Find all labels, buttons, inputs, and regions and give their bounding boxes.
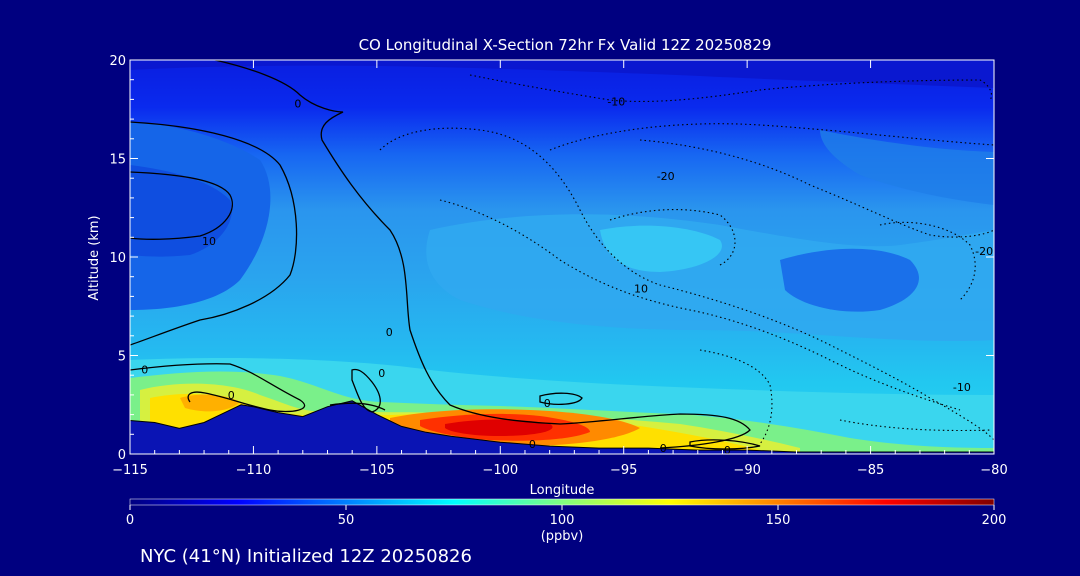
contour-label: 10 [634,283,648,296]
y-tick-label: 5 [118,350,126,365]
contour-labels: 0 10 -10 -20 10 -20 -10 0 0 0 0 0 0 0 0 [141,95,993,457]
y-tick-label: 20 [109,54,126,69]
y-tick-label: 0 [118,448,126,463]
y-axis-label: Altitude (km) [87,215,102,300]
x-tick-label: −90 [733,463,760,478]
contour-label: 0 [378,367,385,380]
contour-lines-solid [130,60,761,450]
y-tick-label: 10 [109,251,126,266]
contour-lines-dotted [379,74,994,445]
footer-init-text: NYC (41°N) Initialized 12Z 20250826 [140,546,472,567]
x-tick-label: −115 [112,463,148,478]
x-tick-label: −80 [980,463,1007,478]
colorbar-tick-label: 150 [766,513,791,528]
surface-terrain [130,400,994,454]
x-tick-label: −85 [857,463,884,478]
contour-label: 0 [660,442,667,455]
contour-label: -20 [975,245,993,258]
y-axis-ticks: 0 5 10 15 20 [109,54,994,463]
colorbar-ticks: 0 50 100 150 200 [126,505,1007,528]
colorbar-tick-label: 0 [126,513,134,528]
colorbar-tick-label: 200 [982,513,1007,528]
colorbar-tick-label: 50 [338,513,355,528]
x-tick-label: −110 [236,463,272,478]
contour-label: 0 [386,326,393,339]
y-tick-label: 15 [109,153,126,168]
contour-label: 0 [294,97,301,110]
contour-label: 10 [202,235,216,248]
contour-label: -20 [657,170,675,183]
x-axis-ticks: −115 −110 −105 −100 −95 −90 −85 −80 [112,60,1008,478]
x-axis-label: Longitude [530,483,595,498]
chart-title: CO Longitudinal X-Section 72hr Fx Valid … [359,36,772,54]
x-tick-label: −95 [610,463,637,478]
contour-label: 0 [228,389,235,402]
contour-label: 0 [529,438,536,451]
contour-label: 0 [544,397,551,410]
contour-label: -10 [607,95,625,108]
co-concentration-field: 0 10 -10 -20 10 -20 -10 0 0 0 0 0 0 0 0 [130,60,994,457]
contour-label: 0 [141,363,148,376]
colorbar [129,498,995,506]
x-tick-label: −100 [482,463,518,478]
x-tick-label: −105 [359,463,395,478]
colorbar-unit-label: (ppbv) [541,529,584,544]
contour-label: 0 [724,444,731,457]
colorbar-tick-label: 100 [550,513,575,528]
contour-label: -10 [953,381,971,394]
